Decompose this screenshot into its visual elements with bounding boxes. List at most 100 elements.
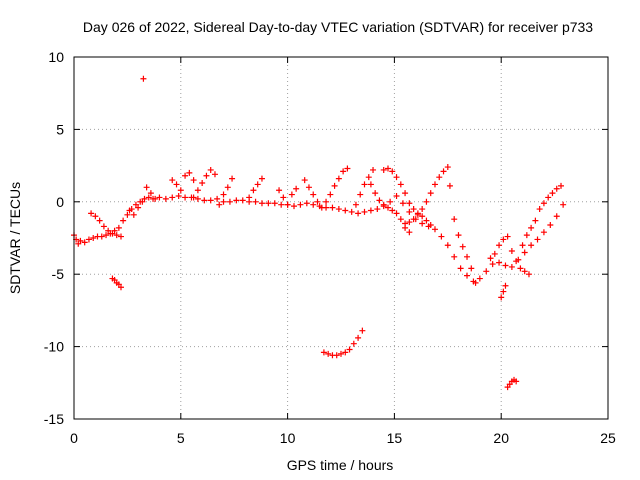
data-point <box>532 217 539 224</box>
data-point <box>419 220 426 227</box>
data-point <box>528 242 535 249</box>
data-point <box>397 216 404 223</box>
data-point <box>367 181 374 188</box>
data-point <box>406 208 413 215</box>
data-point <box>338 350 344 357</box>
data-point <box>440 168 447 175</box>
data-point <box>468 265 475 272</box>
plot-frame <box>73 56 609 420</box>
data-point <box>214 195 221 202</box>
data-point <box>145 194 152 201</box>
data-point <box>297 201 304 208</box>
data-point <box>182 172 189 179</box>
data-point <box>254 181 261 188</box>
data-point <box>117 284 124 291</box>
data-point <box>92 213 99 220</box>
data-point <box>103 232 110 239</box>
data-point <box>190 194 197 201</box>
data-point <box>350 340 357 347</box>
data-point <box>156 194 163 201</box>
data-point <box>558 182 565 189</box>
data-point <box>182 194 189 201</box>
data-point <box>384 165 391 172</box>
data-point <box>393 193 400 200</box>
data-point <box>410 216 417 223</box>
data-point <box>207 166 214 173</box>
data-point <box>246 194 253 201</box>
data-point <box>508 263 515 270</box>
data-point <box>500 236 507 243</box>
data-point <box>340 168 347 175</box>
data-point <box>397 181 404 188</box>
data-point <box>414 211 421 218</box>
data-point <box>387 198 394 205</box>
data-point <box>498 294 505 301</box>
data-point <box>361 181 368 188</box>
data-point <box>451 216 458 223</box>
data-point <box>293 185 300 192</box>
data-point <box>280 194 287 201</box>
data-point <box>173 181 180 188</box>
data-point <box>135 204 142 211</box>
data-point <box>100 223 107 230</box>
data-point <box>115 224 122 231</box>
axis-ticks: 0 5 10 15 20 25 10 5 0 -5 -10 -15 <box>44 49 616 446</box>
data-point <box>120 217 127 224</box>
data-point <box>325 350 332 357</box>
data-point <box>346 346 353 353</box>
data-point <box>81 239 88 246</box>
data-point <box>194 195 201 202</box>
data-point <box>105 227 112 234</box>
data-point <box>130 211 137 218</box>
data-point <box>521 249 528 256</box>
data-point <box>476 275 483 282</box>
data-point <box>444 164 451 171</box>
data-point <box>419 213 426 220</box>
data-point <box>504 233 511 240</box>
data-point <box>331 182 338 189</box>
data-point <box>109 230 116 237</box>
data-point <box>344 165 351 172</box>
data-point <box>126 207 133 214</box>
data-point <box>389 207 396 214</box>
data-point <box>124 211 131 218</box>
data-point <box>117 233 124 240</box>
data-point <box>517 265 524 272</box>
y-axis-label: SDTVAR / TECUs <box>7 182 23 294</box>
data-point <box>352 201 359 208</box>
data-point <box>451 253 458 260</box>
data-point <box>194 187 201 194</box>
data-point <box>540 229 547 236</box>
data-point <box>521 268 528 275</box>
data-point <box>88 210 95 217</box>
data-point <box>288 191 295 198</box>
data-point <box>310 201 317 208</box>
data-point <box>342 349 349 356</box>
data-point <box>549 190 556 197</box>
data-point <box>361 208 368 215</box>
y-tick-label: 10 <box>48 49 64 65</box>
data-point <box>250 187 257 194</box>
data-point <box>427 221 434 228</box>
data-point <box>455 232 462 239</box>
data-point <box>370 166 377 173</box>
data-point <box>258 175 265 182</box>
data-point <box>85 236 92 243</box>
data-point <box>427 190 434 197</box>
data-point <box>113 232 120 239</box>
y-tick-label: -5 <box>52 266 65 282</box>
data-point <box>229 175 236 182</box>
data-point <box>372 190 379 197</box>
data-point <box>226 198 233 205</box>
data-point <box>162 195 169 202</box>
data-point <box>402 190 409 197</box>
y-tick-label: -10 <box>44 339 64 355</box>
data-point <box>98 233 105 240</box>
data-point <box>496 259 503 266</box>
data-point <box>169 177 176 184</box>
data-point <box>291 203 298 210</box>
data-point <box>301 177 308 184</box>
data-point <box>393 210 400 217</box>
data-point <box>199 179 206 186</box>
